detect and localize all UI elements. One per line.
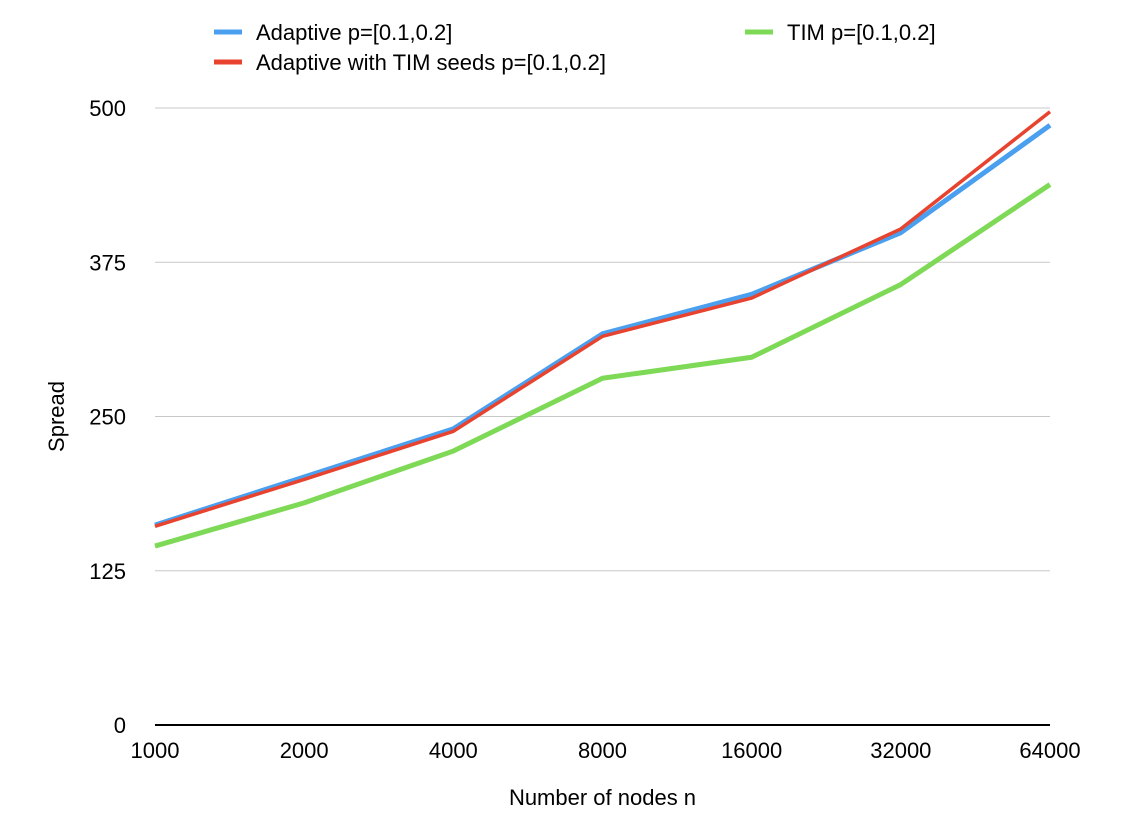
legend-item-1: Adaptive p=[0.1,0.2]	[214, 20, 452, 45]
legend: Adaptive p=[0.1,0.2] Adaptive with TIM se…	[214, 20, 936, 75]
legend-label: TIM p=[0.1,0.2]	[787, 20, 936, 45]
series-line-3	[154, 182, 1052, 549]
y-tick-label: 250	[89, 405, 126, 430]
series-line-1	[154, 123, 1052, 528]
y-tick-label: 125	[89, 559, 126, 584]
legend-label: Adaptive p=[0.1,0.2]	[256, 20, 452, 45]
y-tick-label: 0	[114, 713, 126, 738]
x-tick-label: 64000	[1019, 738, 1080, 763]
x-axis-title: Number of nodes n	[509, 785, 696, 810]
x-tick-label: 8000	[578, 738, 627, 763]
series-line-2	[154, 110, 1052, 528]
y-tick-label: 500	[89, 96, 126, 121]
y-axis-title: Spread	[44, 381, 69, 452]
series-lines	[154, 110, 1052, 549]
x-tick-label: 1000	[131, 738, 180, 763]
x-tick-label: 4000	[429, 738, 478, 763]
x-tick-label: 2000	[280, 738, 329, 763]
grid-lines	[155, 107, 1050, 726]
legend-item-2: Adaptive with TIM seeds p=[0.1,0.2]	[214, 50, 606, 75]
y-tick-label: 375	[89, 250, 126, 275]
legend-label: Adaptive with TIM seeds p=[0.1,0.2]	[256, 50, 606, 75]
y-tick-labels: 0 125 250 375 500	[89, 96, 126, 738]
legend-item-3: TIM p=[0.1,0.2]	[745, 20, 936, 45]
x-tick-labels: 1000 2000 4000 8000 16000 32000 64000	[131, 738, 1081, 763]
x-tick-label: 32000	[870, 738, 931, 763]
x-tick-label: 16000	[721, 738, 782, 763]
